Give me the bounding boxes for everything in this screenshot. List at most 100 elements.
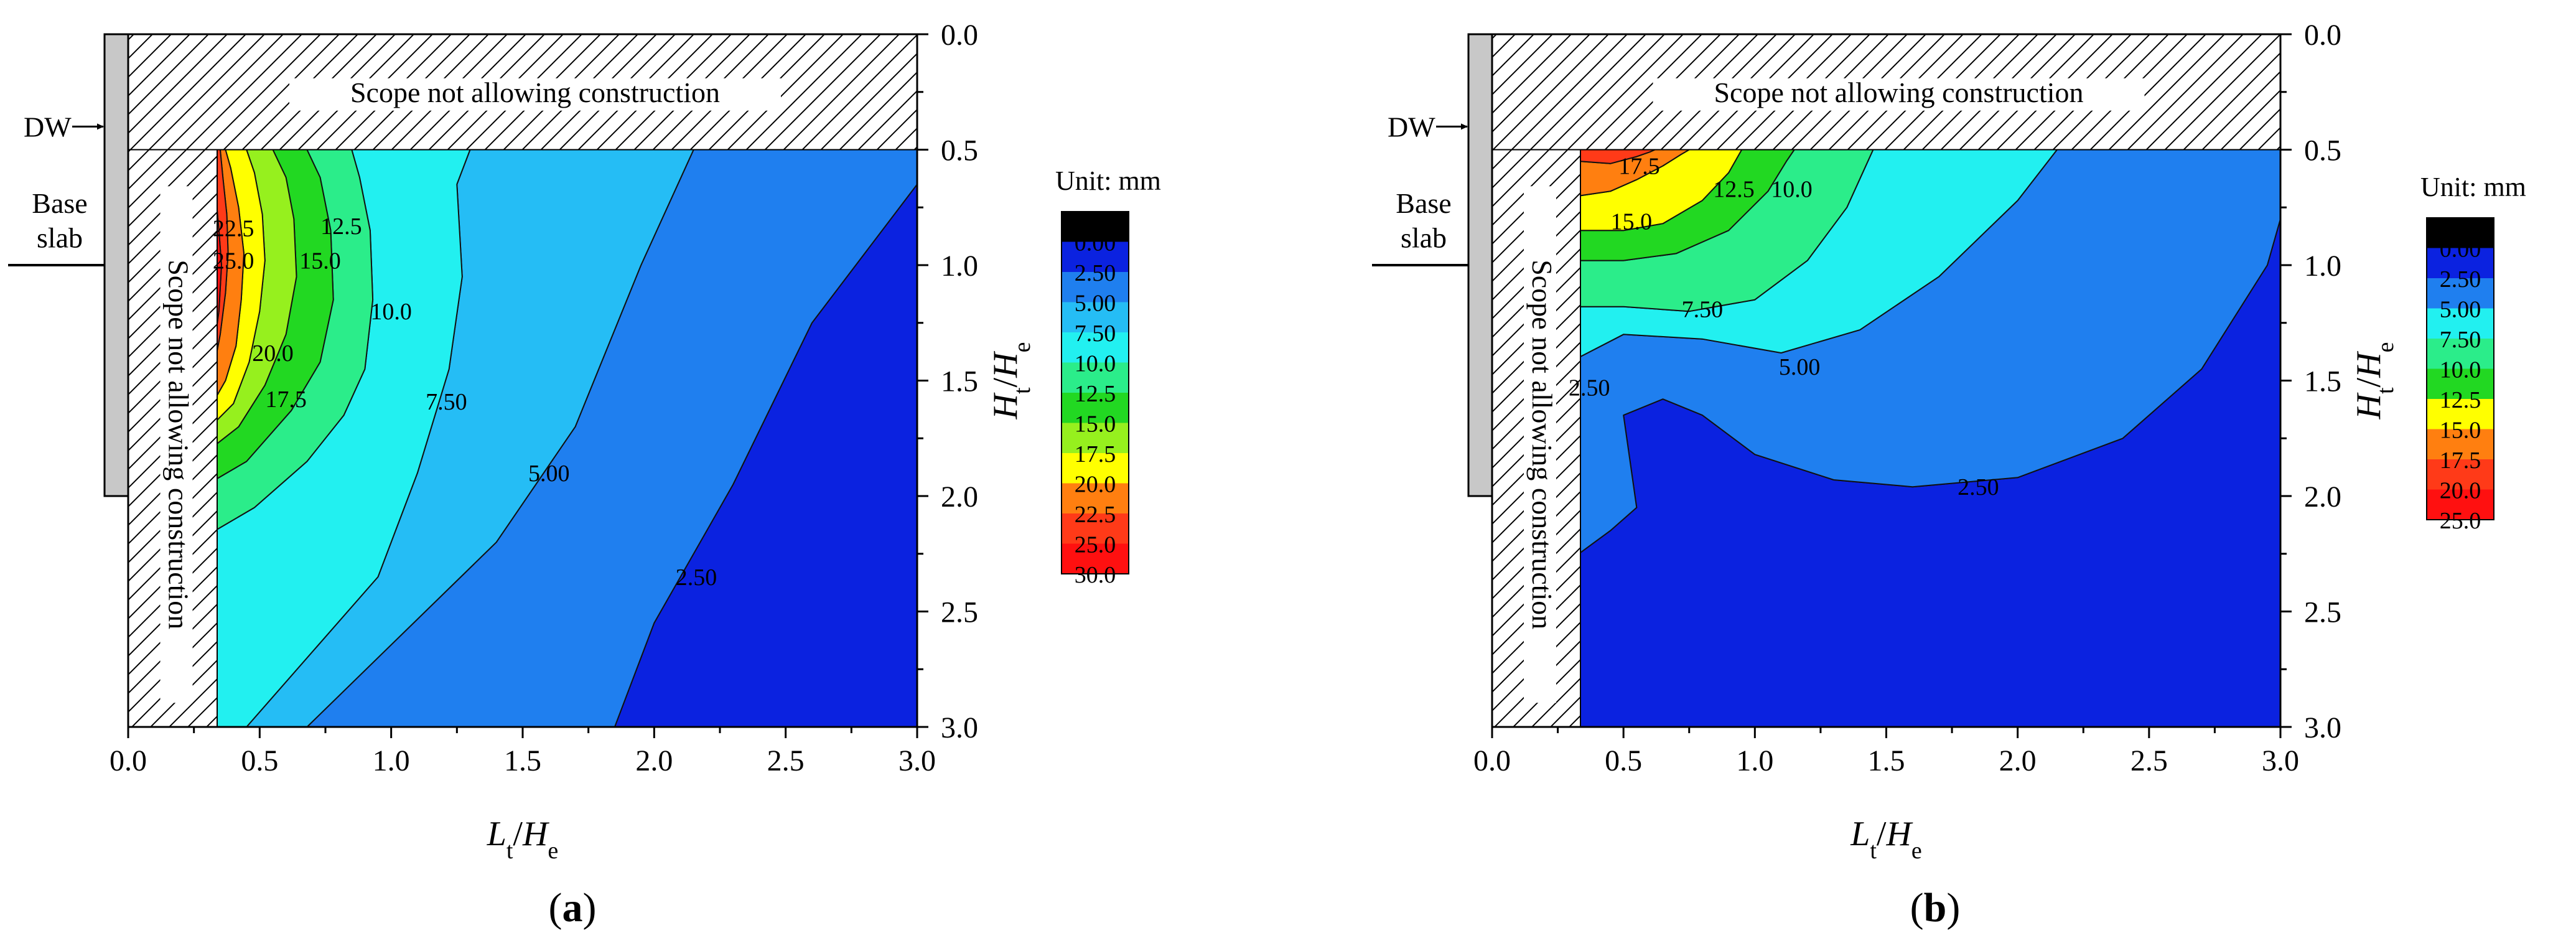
panel-b-ytick-label-2: 1.0 bbox=[2304, 250, 2341, 283]
panel-a-contour-label-3: 15.0 bbox=[299, 248, 341, 274]
panel-a-x-axis-label: Lt/He bbox=[487, 815, 559, 864]
panel-b-xtick-label-4: 2.0 bbox=[1999, 744, 2037, 777]
panel-b-colorbar-label-2: 5.00 bbox=[2440, 297, 2481, 323]
panel-a-colorbar-swatch-9 bbox=[1062, 483, 1129, 513]
panel-b-left-region-label-bg bbox=[1524, 186, 1556, 703]
panel-a-ytick-label-2: 1.0 bbox=[941, 250, 978, 283]
panel-b-xtick-label-2: 1.0 bbox=[1736, 744, 1773, 777]
panel-a-colorbar-swatch-11 bbox=[1062, 543, 1129, 574]
panel-a-colorbar-label-3: 7.50 bbox=[1075, 321, 1116, 347]
panel-a-colorbar-swatch-6 bbox=[1062, 393, 1129, 423]
panel-a-colorbar-label-9: 22.5 bbox=[1075, 502, 1116, 528]
panel-b: Scope not allowing construction Scope not… bbox=[1372, 19, 2526, 930]
panel-b-colorbar-frame bbox=[2426, 217, 2494, 520]
panel-a-contour-label-6: 17.5 bbox=[265, 386, 307, 413]
panel-a-left-region-label: Scope not allowing construction bbox=[163, 260, 195, 629]
panel-a-colorbar-label-10: 25.0 bbox=[1075, 532, 1116, 558]
panel-a-contour-label-9: 2.50 bbox=[676, 565, 717, 591]
panel-a-colorbar-swatch-10 bbox=[1062, 513, 1129, 544]
panel-b-colorbar-swatch-2 bbox=[2427, 278, 2494, 309]
panel-b-top-region-label: Scope not allowing construction bbox=[1714, 77, 2083, 108]
panel-b-colorbar-swatch-7 bbox=[2427, 429, 2494, 459]
panel-b-colorbar-swatch-3 bbox=[2427, 308, 2494, 339]
panel-a-xtick-label-4: 2.0 bbox=[635, 744, 673, 777]
panel-a-contour-label-0: 22.5 bbox=[213, 216, 254, 242]
panel-a-colorbar-label-1: 2.50 bbox=[1075, 260, 1116, 286]
panel-b-ytick-label-1: 0.5 bbox=[2304, 134, 2341, 167]
panel-b-ytick-label-4: 2.0 bbox=[2304, 480, 2341, 513]
panel-b-ytick-label-3: 1.5 bbox=[2304, 365, 2341, 398]
panel-b-ytick-label-6: 3.0 bbox=[2304, 711, 2341, 744]
panel-a-xtick-label-3: 1.5 bbox=[504, 744, 541, 777]
panel-a-contour-label-1: 25.0 bbox=[213, 248, 254, 274]
panel-b-contour-label-2: 10.0 bbox=[1771, 177, 1813, 203]
panel-b-colorbar-label-6: 15.0 bbox=[2440, 418, 2481, 444]
panel-b-colorbar-label-1: 2.50 bbox=[2440, 266, 2481, 293]
panel-a-colorbar-label-5: 12.5 bbox=[1075, 381, 1116, 407]
panel-a-colorbar-swatch-0 bbox=[1062, 212, 1129, 242]
panel-a-top-region-label-bg bbox=[289, 78, 781, 111]
panel-a-xtick-label-2: 1.0 bbox=[373, 744, 410, 777]
panel-b-contour-label-4: 7.50 bbox=[1682, 296, 1724, 322]
panel-b-xtick-label-6: 3.0 bbox=[2262, 744, 2299, 777]
panel-a: Scope not allowing construction Scope not… bbox=[8, 19, 1161, 930]
panel-a-colorbar-label-2: 5.00 bbox=[1075, 291, 1116, 317]
panel-a-colorbar-label-0: 0.00 bbox=[1075, 230, 1116, 256]
panel-a-xtick-label-6: 3.0 bbox=[898, 744, 936, 777]
panel-b-xtick-label-1: 0.5 bbox=[1605, 744, 1642, 777]
panel-a-ytick-label-6: 3.0 bbox=[941, 711, 978, 744]
panel-b-colorbar-swatch-0 bbox=[2427, 218, 2494, 248]
panel-a-ytick-label-3: 1.5 bbox=[941, 365, 978, 398]
panel-a-panel-letter: (a) bbox=[549, 885, 597, 930]
panel-b-contour-label-6: 2.50 bbox=[1569, 375, 1610, 401]
panel-b-colorbar-swatch-1 bbox=[2427, 248, 2494, 278]
panel-b-colorbar-swatch-5 bbox=[2427, 368, 2494, 399]
panel-b-ytick-label-5: 2.5 bbox=[2304, 596, 2341, 629]
panel-b-colorbar-swatch-4 bbox=[2427, 339, 2494, 369]
panel-a-colorbar-swatch-4 bbox=[1062, 332, 1129, 363]
panel-a-colorbar-label-7: 17.5 bbox=[1075, 441, 1116, 467]
panel-b-panel-letter: (b) bbox=[1910, 885, 1961, 930]
panel-b-base-slab-label-line2: slab bbox=[1401, 222, 1447, 253]
panel-a-colorbar-swatch-7 bbox=[1062, 423, 1129, 453]
panel-b-colorbar-label-4: 10.0 bbox=[2440, 357, 2481, 383]
panel-b-xtick-label-3: 1.5 bbox=[1868, 744, 1905, 777]
panel-a-ytick-label-0: 0.0 bbox=[941, 19, 978, 52]
panel-a-xtick-label-5: 2.5 bbox=[767, 744, 805, 777]
panel-a-left-region-label-bg bbox=[160, 186, 193, 703]
panel-a-ytick-label-1: 0.5 bbox=[941, 134, 978, 167]
panel-a-colorbar-swatch-2 bbox=[1062, 272, 1129, 302]
panel-a-colorbar-title: Unit: mm bbox=[1055, 166, 1161, 196]
panel-b-colorbar-label-5: 12.5 bbox=[2440, 387, 2481, 413]
panel-a-contour-label-4: 10.0 bbox=[370, 299, 412, 325]
panel-b-contour-label-3: 15.0 bbox=[1611, 209, 1653, 235]
panel-a-base-slab-label-line2: slab bbox=[37, 222, 83, 253]
panel-a-contour-label-2: 12.5 bbox=[320, 213, 362, 240]
panel-b-contour-label-5: 5.00 bbox=[1779, 354, 1821, 380]
panel-a-xtick-label-1: 0.5 bbox=[241, 744, 278, 777]
panel-a-y-axis-label: Ht/He bbox=[986, 342, 1035, 420]
panel-a-colorbar-label-6: 15.0 bbox=[1075, 411, 1116, 438]
panel-a-contour-label-5: 20.0 bbox=[252, 340, 294, 367]
panel-b-xtick-label-5: 2.5 bbox=[2130, 744, 2168, 777]
panel-b-y-axis-label: Ht/He bbox=[2350, 342, 2399, 420]
panel-a-top-region-label: Scope not allowing construction bbox=[350, 77, 720, 108]
panel-b-xtick-label-0: 0.0 bbox=[1473, 744, 1511, 777]
panel-b-colorbar-label-7: 17.5 bbox=[2440, 447, 2481, 474]
panel-a-contour-label-7: 7.50 bbox=[426, 389, 467, 415]
panel-b-top-region-label-bg bbox=[1653, 78, 2145, 111]
panel-a-colorbar-label-11: 30.0 bbox=[1075, 562, 1116, 588]
panel-b-colorbar-label-8: 20.0 bbox=[2440, 478, 2481, 504]
panel-a-diaphragm-wall bbox=[103, 33, 129, 497]
panel-a-ytick-label-4: 2.0 bbox=[941, 480, 978, 513]
panel-a-left-region-label-group: Scope not allowing construction bbox=[160, 186, 195, 703]
panel-b-colorbar-swatch-8 bbox=[2427, 459, 2494, 490]
panel-b-diaphragm-wall bbox=[1467, 33, 1493, 497]
panel-a-dw-label: DW bbox=[24, 111, 72, 143]
panel-b-left-region-label-group: Scope not allowing construction bbox=[1524, 186, 1558, 703]
panel-a-colorbar-swatch-1 bbox=[1062, 241, 1129, 272]
panel-b-colorbar-label-3: 7.50 bbox=[2440, 327, 2481, 353]
panel-b-contour-label-0: 17.5 bbox=[1618, 153, 1660, 179]
panel-b-colorbar-label-9: 25.0 bbox=[2440, 508, 2481, 534]
